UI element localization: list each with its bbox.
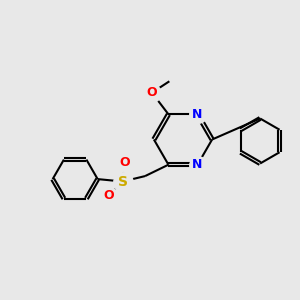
Text: N: N [192,158,203,171]
Text: N: N [192,108,203,121]
Text: O: O [147,86,157,99]
Text: O: O [120,156,130,170]
Text: O: O [104,189,114,202]
Text: S: S [118,175,128,188]
